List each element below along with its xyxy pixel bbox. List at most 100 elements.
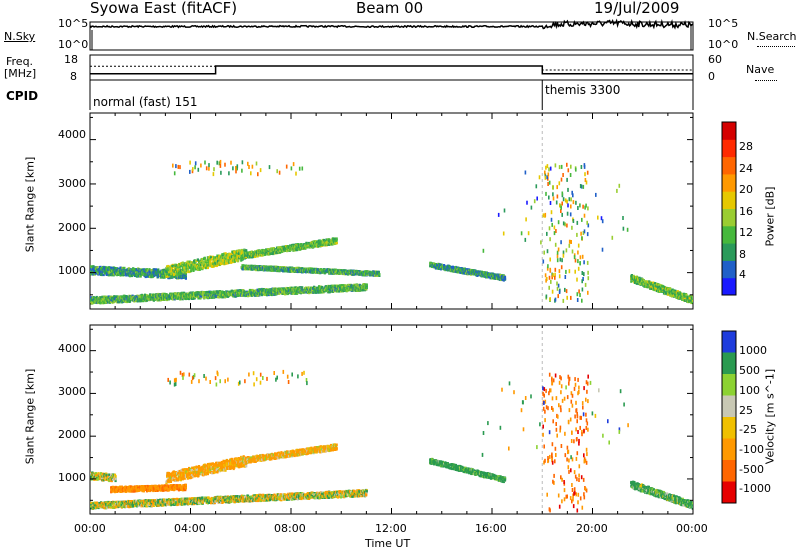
echo-cell: [241, 264, 244, 267]
echo-cell: [238, 292, 241, 295]
echo-cell: [257, 294, 260, 297]
echo-cell: [365, 287, 368, 291]
echo-cell: [115, 270, 118, 274]
echo-cell: [304, 287, 307, 291]
echo-cell: [203, 296, 206, 300]
echo-cell: [378, 274, 381, 277]
echo-cell: [335, 240, 338, 243]
echo-cell: [207, 263, 210, 267]
echo-cell: [274, 252, 277, 255]
echo-cell: [210, 262, 213, 265]
echo-cell: [178, 268, 181, 271]
echo-cell: [108, 266, 111, 269]
echo-cell: [150, 275, 153, 279]
echo-cell: [171, 268, 174, 271]
echo-cell: [186, 297, 189, 300]
echo-cell: [233, 251, 236, 254]
echo-cell: [115, 296, 118, 300]
echo-cell: [365, 283, 368, 286]
echo-cell: [98, 270, 101, 274]
echo-cell: [212, 290, 215, 293]
echo-cell: [180, 264, 183, 268]
echo-cell: [92, 267, 95, 271]
echo-cell: [90, 298, 93, 302]
echo-cell: [207, 295, 210, 299]
echo-cell: [260, 293, 264, 297]
echo-cell: [218, 259, 221, 263]
echo-cell: [188, 260, 191, 264]
echo-cell: [164, 297, 167, 301]
echo-cell: [168, 276, 171, 280]
echo-cell: [107, 295, 110, 298]
echo-cell: [181, 270, 184, 274]
echo-cell: [305, 290, 308, 294]
power-panel-frame: [89, 112, 694, 310]
echo-cell: [246, 291, 249, 295]
echo-cell: [163, 295, 166, 299]
echo-cell: [211, 262, 215, 265]
echo-cell: [229, 290, 232, 293]
echo-cell: [123, 266, 126, 270]
echo-cell: [228, 252, 231, 256]
echo-cell: [194, 267, 198, 270]
echo-cell: [233, 291, 236, 294]
echo-cell: [149, 298, 152, 301]
echo-cell: [183, 276, 186, 279]
echo-cell: [215, 258, 218, 262]
echo-cell: [159, 276, 162, 279]
echo-cell: [130, 270, 133, 273]
echo-cell: [274, 289, 277, 293]
echo-cell: [101, 295, 104, 299]
echo-cell: [327, 270, 330, 274]
echo-cell: [193, 261, 196, 265]
echo-cell: [214, 261, 217, 264]
echo-cell: [293, 286, 296, 290]
freq-panel-frame: [89, 54, 694, 81]
echo-cell: [252, 289, 255, 293]
echo-cell: [147, 275, 150, 278]
echo-cell: [180, 276, 183, 280]
echo-cell: [328, 290, 331, 294]
echo-cell: [198, 263, 201, 266]
echo-cell: [335, 241, 338, 245]
echo-cell: [203, 264, 206, 267]
echo-cell: [199, 259, 202, 262]
echo-cell: [179, 294, 182, 297]
echo-cell: [100, 299, 103, 302]
echo-cell: [279, 287, 282, 291]
echo-cell: [325, 289, 328, 292]
echo-cell: [100, 301, 103, 304]
echo-cell: [304, 247, 307, 250]
echo-cell: [321, 238, 324, 242]
echo-cell: [125, 295, 128, 298]
echo-cell: [286, 245, 289, 248]
echo-cell: [221, 253, 224, 256]
echo-cell: [330, 290, 333, 293]
echo-cell: [203, 257, 206, 260]
echo-cell: [172, 273, 176, 276]
echo-cell: [189, 269, 193, 273]
echo-cell: [172, 293, 176, 296]
echo-cell: [235, 254, 238, 257]
echo-cell: [90, 268, 93, 271]
echo-cell: [216, 295, 220, 299]
echo-cell: [125, 272, 128, 276]
echo-cell: [221, 292, 224, 296]
echo-cell: [169, 270, 172, 273]
echo-cell: [100, 273, 103, 277]
echo-cell: [240, 289, 243, 293]
echo-cell: [342, 289, 345, 292]
echo-cell: [256, 288, 259, 292]
echo-cell: [157, 292, 160, 296]
echo-cell: [192, 295, 195, 299]
echo-cell: [204, 261, 207, 265]
echo-cell: [267, 250, 270, 253]
echo-cell: [147, 269, 150, 272]
echo-cell: [118, 272, 121, 276]
echo-cell: [179, 276, 182, 279]
echo-cell: [365, 286, 368, 290]
echo-cell: [172, 264, 175, 268]
echo-cell: [331, 284, 334, 288]
echo-cell: [328, 268, 331, 271]
